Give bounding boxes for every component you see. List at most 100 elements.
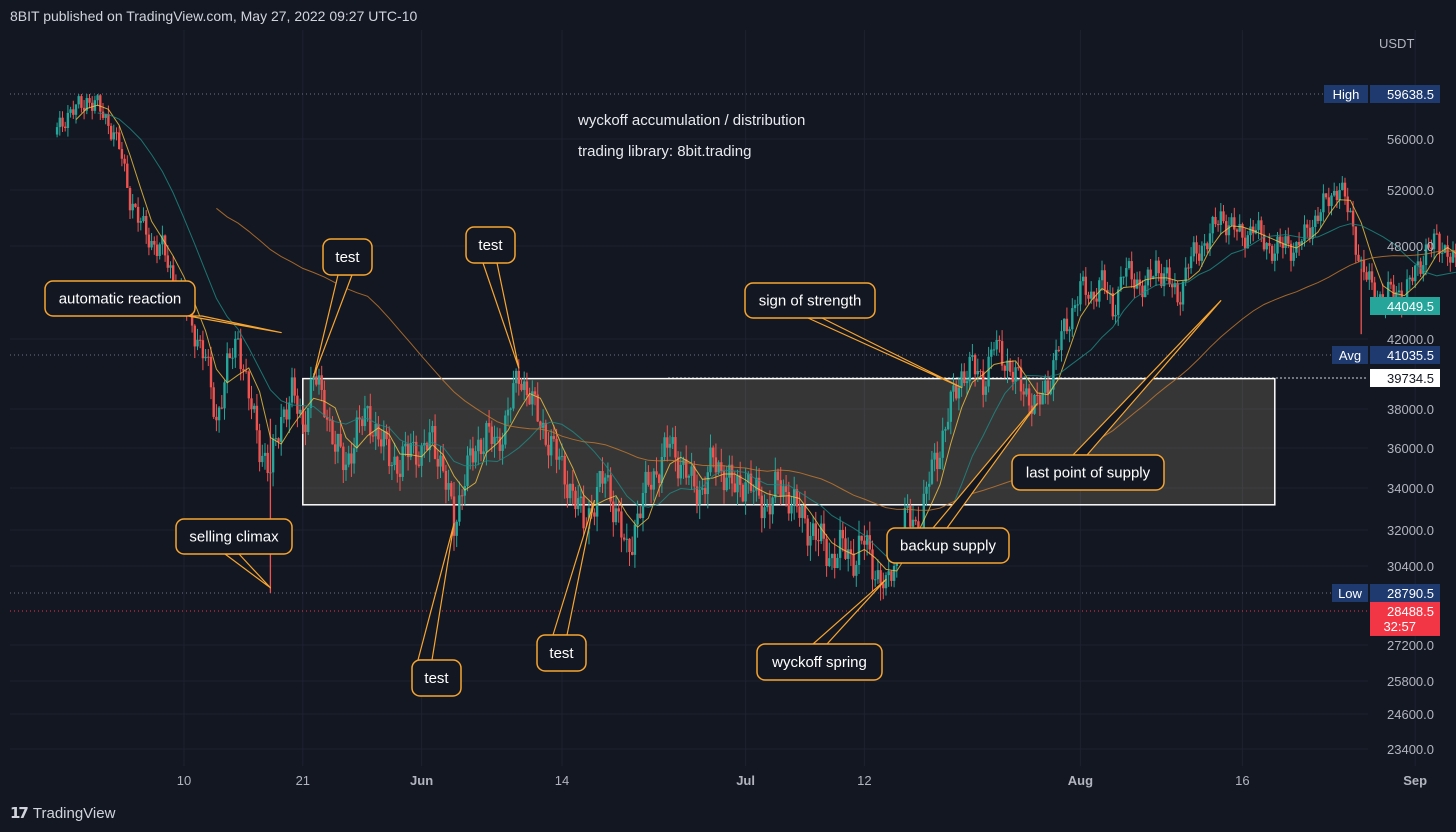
price-badge-value: 44049.5: [1387, 299, 1434, 314]
callout-box[interactable]: [536, 634, 587, 672]
candle-body: [631, 551, 634, 555]
candle-body: [531, 391, 534, 405]
candle-body: [301, 409, 304, 425]
candle-body: [1090, 291, 1093, 299]
chart-title-line: trading library: 8bit.trading: [578, 143, 751, 160]
candle-body: [809, 535, 812, 546]
candle-body: [401, 446, 404, 477]
candle-body: [906, 505, 909, 509]
candle-body: [1405, 279, 1409, 304]
candle-body: [984, 386, 988, 395]
price-badge-value: 59638.5: [1387, 87, 1434, 102]
candle-body: [536, 394, 539, 422]
candle-body: [995, 339, 998, 350]
callout-box[interactable]: [744, 282, 876, 319]
candle-body: [107, 114, 110, 126]
candle-body: [452, 496, 456, 536]
candle-body: [1279, 236, 1282, 244]
candle-body: [1225, 221, 1228, 236]
candle-body: [1387, 281, 1390, 302]
candle-body: [973, 355, 977, 375]
candle-body: [863, 540, 866, 545]
candle-body: [798, 506, 801, 518]
chart-title-line: wyckoff accumulation / distribution: [577, 112, 805, 129]
callout-box[interactable]: [411, 659, 462, 697]
price-badge-tag: Low: [1338, 586, 1362, 601]
candle-body: [1333, 190, 1336, 196]
candle-body: [855, 564, 858, 576]
callout-label: test: [424, 670, 449, 687]
candle-body: [334, 444, 337, 452]
candle-body: [1041, 392, 1044, 405]
candle-body: [123, 158, 126, 164]
candle-body: [282, 409, 286, 417]
candle-body: [1003, 365, 1006, 371]
callout-box[interactable]: [1011, 454, 1165, 491]
candle-body: [941, 430, 944, 458]
candle-body: [955, 385, 958, 399]
candle-body: [1246, 235, 1249, 249]
y-tick-label: 36000.0: [1387, 441, 1434, 456]
candle-body: [74, 104, 78, 115]
candle-body: [361, 419, 364, 427]
candle-body: [369, 406, 372, 436]
candle-body: [1206, 243, 1209, 250]
candle-body: [309, 379, 313, 408]
candle-body: [1046, 380, 1050, 395]
candle-body: [339, 433, 342, 447]
callout-box[interactable]: [465, 226, 516, 264]
candle-body: [1127, 261, 1131, 268]
candle-body: [952, 385, 955, 392]
brand-name: TradingView: [32, 804, 116, 822]
candle-body: [801, 505, 804, 518]
candle-body: [1451, 250, 1455, 263]
candle-body: [442, 455, 445, 471]
candle-body: [1049, 389, 1052, 395]
candle-body: [217, 407, 221, 421]
candle-body: [928, 483, 931, 487]
candle-body: [80, 96, 83, 108]
candle-body: [687, 475, 691, 478]
candle-body: [382, 431, 385, 447]
candle-body: [315, 376, 318, 385]
candle-body: [66, 112, 70, 128]
candle-body: [990, 349, 993, 357]
candle-body: [296, 395, 299, 414]
candle-body: [285, 409, 288, 420]
callout-box[interactable]: [886, 527, 1010, 564]
candle-body: [998, 339, 1001, 342]
tradingview-logo[interactable]: 17 TradingView: [10, 804, 115, 822]
callout-label: last point of supply: [1026, 465, 1151, 482]
candle-body: [425, 443, 429, 451]
candle-body: [698, 489, 701, 505]
candle-body: [847, 549, 850, 559]
candle-body: [949, 391, 952, 422]
y-tick-label: 34000.0: [1387, 481, 1434, 496]
candle-body: [725, 477, 728, 491]
candle-body: [598, 471, 601, 487]
candle-body: [1408, 277, 1411, 280]
candle-body: [933, 452, 936, 460]
candle-body: [1430, 247, 1433, 250]
candle-body: [1270, 245, 1274, 261]
x-tick-label: 12: [857, 773, 871, 788]
candle-body: [331, 420, 334, 445]
candle-body: [161, 235, 164, 245]
candle-body: [930, 459, 934, 484]
callout-box[interactable]: [322, 238, 373, 276]
candle-body: [469, 448, 472, 456]
candle-body: [1303, 224, 1306, 242]
candle-body: [355, 417, 358, 449]
candle-body: [242, 369, 245, 371]
callout-box[interactable]: [175, 518, 293, 555]
y-tick-label: 56000.0: [1387, 132, 1434, 147]
candle-body: [1006, 360, 1009, 371]
candle-body: [766, 504, 769, 508]
candle-body: [1427, 244, 1430, 248]
candle-body: [803, 505, 807, 519]
callout-box[interactable]: [44, 280, 196, 317]
callout-box[interactable]: [756, 643, 883, 681]
candle-body: [533, 391, 537, 395]
y-tick-label: 42000.0: [1387, 332, 1434, 347]
